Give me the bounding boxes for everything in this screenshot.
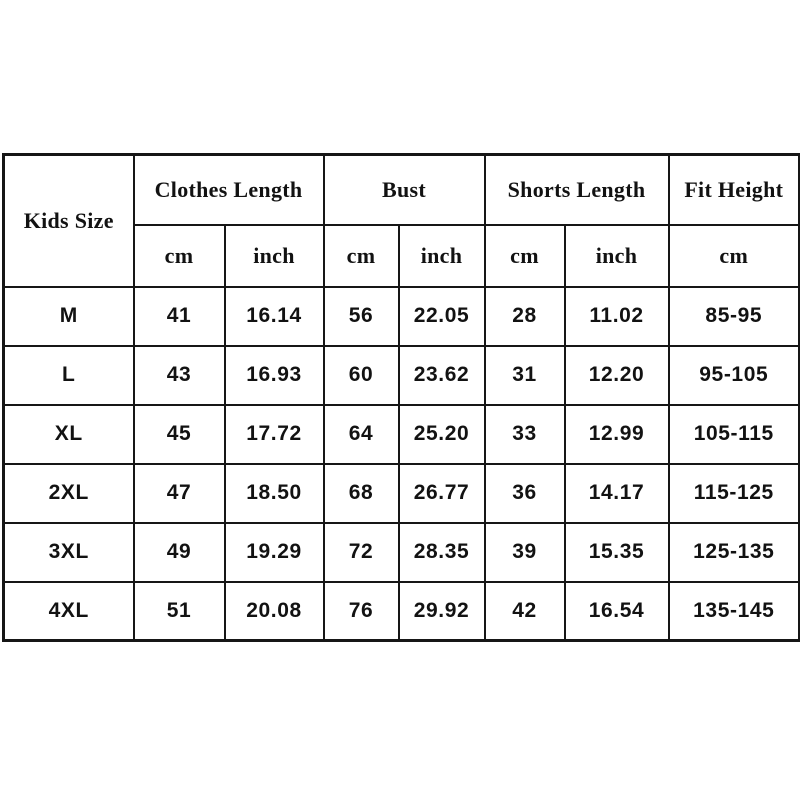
header-bust: Bust bbox=[322, 153, 486, 226]
value-cell: 60 bbox=[322, 344, 400, 406]
value-cell: 31 bbox=[483, 344, 566, 406]
unit-fit-height-cm: cm bbox=[667, 223, 800, 288]
unit-clothes-length-inch: inch bbox=[223, 223, 325, 288]
value-cell: 56 bbox=[322, 285, 400, 347]
value-cell: 47 bbox=[132, 462, 226, 524]
value-cell: 29.92 bbox=[397, 580, 486, 642]
header-group-row: Kids Size Clothes Length Bust Shorts Len… bbox=[2, 153, 800, 288]
value-cell: 49 bbox=[132, 521, 226, 583]
table-row-2xl: 2XL 47 18.50 68 26.77 36 14.17 115-125 bbox=[2, 462, 800, 524]
value-cell: 15.35 bbox=[563, 521, 670, 583]
value-cell: 18.50 bbox=[223, 462, 325, 524]
value-cell: 16.93 bbox=[223, 344, 325, 406]
value-cell: 19.29 bbox=[223, 521, 325, 583]
header-clothes-length: Clothes Length bbox=[132, 153, 325, 226]
value-cell: 33 bbox=[483, 403, 566, 465]
size-cell: L bbox=[2, 344, 135, 406]
value-cell: 105-115 bbox=[667, 403, 800, 465]
table-row-xl: XL 45 17.72 64 25.20 33 12.99 105-115 bbox=[2, 403, 800, 465]
header-kids-size: Kids Size bbox=[2, 153, 135, 288]
value-cell: 51 bbox=[132, 580, 226, 642]
unit-clothes-length-cm: cm bbox=[132, 223, 226, 288]
header-shorts-length: Shorts Length bbox=[483, 153, 670, 226]
table-row-m: M 41 16.14 56 22.05 28 11.02 85-95 bbox=[2, 285, 800, 347]
value-cell: 43 bbox=[132, 344, 226, 406]
size-cell: M bbox=[2, 285, 135, 347]
value-cell: 41 bbox=[132, 285, 226, 347]
unit-bust-cm: cm bbox=[322, 223, 400, 288]
table-row-3xl: 3XL 49 19.29 72 28.35 39 15.35 125-135 bbox=[2, 521, 800, 583]
value-cell: 85-95 bbox=[667, 285, 800, 347]
value-cell: 12.20 bbox=[563, 344, 670, 406]
table-row-l: L 43 16.93 60 23.62 31 12.20 95-105 bbox=[2, 344, 800, 406]
value-cell: 64 bbox=[322, 403, 400, 465]
size-cell: XL bbox=[2, 403, 135, 465]
unit-shorts-length-cm: cm bbox=[483, 223, 566, 288]
unit-shorts-length-inch: inch bbox=[563, 223, 670, 288]
value-cell: 16.54 bbox=[563, 580, 670, 642]
value-cell: 22.05 bbox=[397, 285, 486, 347]
table-row-4xl: 4XL 51 20.08 76 29.92 42 16.54 135-145 bbox=[2, 580, 800, 642]
size-cell: 2XL bbox=[2, 462, 135, 524]
value-cell: 28.35 bbox=[397, 521, 486, 583]
value-cell: 28 bbox=[483, 285, 566, 347]
unit-bust-inch: inch bbox=[397, 223, 486, 288]
value-cell: 12.99 bbox=[563, 403, 670, 465]
value-cell: 45 bbox=[132, 403, 226, 465]
size-chart-table: Kids Size Clothes Length Bust Shorts Len… bbox=[2, 153, 800, 642]
value-cell: 25.20 bbox=[397, 403, 486, 465]
value-cell: 68 bbox=[322, 462, 400, 524]
value-cell: 135-145 bbox=[667, 580, 800, 642]
size-cell: 3XL bbox=[2, 521, 135, 583]
value-cell: 26.77 bbox=[397, 462, 486, 524]
value-cell: 16.14 bbox=[223, 285, 325, 347]
value-cell: 39 bbox=[483, 521, 566, 583]
header-unit-row: cm inch cm inch cm inch cm bbox=[4, 223, 800, 288]
value-cell: 95-105 bbox=[667, 344, 800, 406]
value-cell: 42 bbox=[483, 580, 566, 642]
value-cell: 11.02 bbox=[563, 285, 670, 347]
value-cell: 20.08 bbox=[223, 580, 325, 642]
value-cell: 72 bbox=[322, 521, 400, 583]
size-cell: 4XL bbox=[2, 580, 135, 642]
value-cell: 36 bbox=[483, 462, 566, 524]
value-cell: 76 bbox=[322, 580, 400, 642]
value-cell: 14.17 bbox=[563, 462, 670, 524]
value-cell: 17.72 bbox=[223, 403, 325, 465]
value-cell: 125-135 bbox=[667, 521, 800, 583]
value-cell: 23.62 bbox=[397, 344, 486, 406]
value-cell: 115-125 bbox=[667, 462, 800, 524]
header-fit-height: Fit Height bbox=[667, 153, 800, 226]
